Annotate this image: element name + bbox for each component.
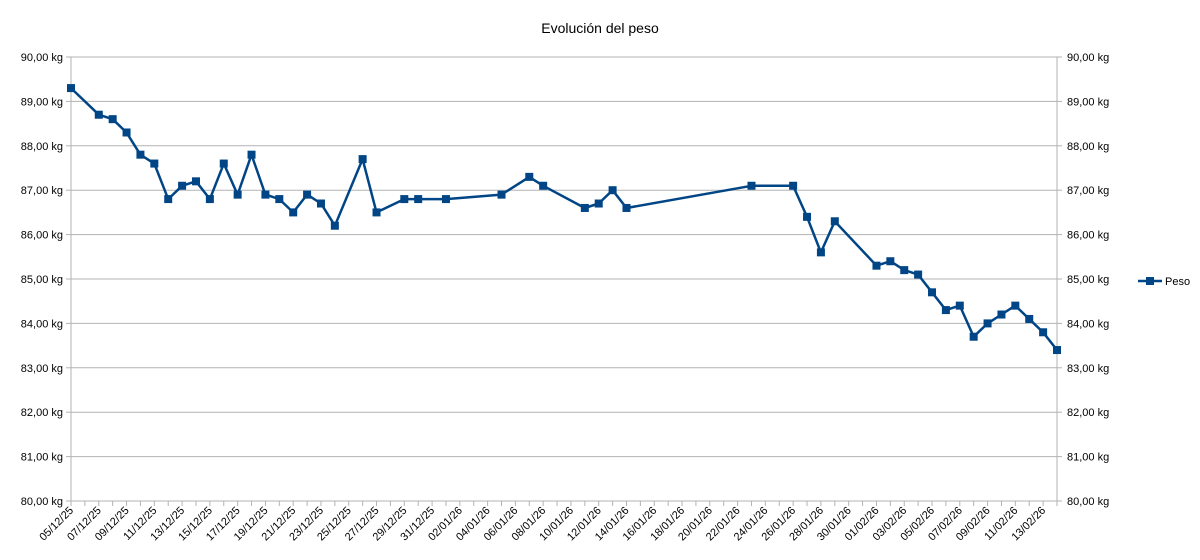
data-point — [622, 203, 631, 212]
y-tick-label-left: 82,00 kg — [21, 407, 63, 419]
data-point — [747, 181, 756, 190]
legend-marker-swatch — [1146, 277, 1154, 285]
y-tick-label-right: 80,00 kg — [1067, 496, 1109, 508]
y-tick-label-left: 87,00 kg — [21, 185, 63, 197]
data-point — [497, 190, 506, 199]
y-tick-label-left: 89,00 kg — [21, 96, 63, 108]
y-tick-label-right: 86,00 kg — [1067, 230, 1109, 242]
data-point — [94, 110, 103, 119]
y-tick-label-right: 83,00 kg — [1067, 363, 1109, 375]
data-point — [261, 190, 270, 199]
y-tick-label-right: 82,00 kg — [1067, 407, 1109, 419]
data-point — [303, 190, 312, 199]
x-axis-labels: 05/12/2507/12/2509/12/2511/12/2513/12/25… — [37, 505, 1048, 544]
y-tick-label-right: 81,00 kg — [1067, 452, 1109, 464]
grid-lines — [71, 56, 1057, 502]
data-point — [803, 212, 812, 221]
data-point — [191, 177, 200, 186]
data-point — [122, 128, 131, 137]
y-tick-label-left: 90,00 kg — [21, 52, 63, 64]
data-point — [969, 332, 978, 341]
data-point — [997, 310, 1006, 319]
y-tick-label-left: 86,00 kg — [21, 230, 63, 242]
data-point — [164, 195, 173, 204]
y-tick-label-right: 84,00 kg — [1067, 318, 1109, 330]
data-point — [983, 319, 992, 328]
data-point — [150, 159, 159, 168]
y-tick-label-right: 87,00 kg — [1067, 185, 1109, 197]
y-tick-label-left: 84,00 kg — [21, 318, 63, 330]
y-axis-right-labels: 80,00 kg 81,00 kg 82,00 kg 83,00 kg 84,00 kg… — [1067, 52, 1109, 508]
data-point — [358, 155, 367, 164]
data-point — [1025, 314, 1034, 323]
data-point — [316, 199, 325, 208]
y-tick-label-left: 85,00 kg — [21, 274, 63, 286]
data-point — [247, 150, 256, 159]
data-point — [580, 203, 589, 212]
data-point — [233, 190, 242, 199]
data-point — [136, 150, 145, 159]
data-point — [955, 301, 964, 310]
data-point — [178, 181, 187, 190]
data-point — [789, 181, 798, 190]
data-point — [872, 261, 881, 270]
axes — [66, 56, 1062, 506]
data-point — [928, 288, 937, 297]
legend-label-peso: Peso — [1165, 276, 1190, 288]
y-tick-label-left: 81,00 kg — [21, 452, 63, 464]
series-peso — [67, 84, 1061, 355]
data-point — [205, 195, 214, 204]
series-line-peso — [70, 87, 1058, 351]
legend: Peso — [1138, 276, 1190, 288]
data-point — [219, 159, 228, 168]
data-point — [275, 195, 284, 204]
data-point — [1039, 328, 1048, 337]
y-axis-left-labels: 80,00 kg 81,00 kg 82,00 kg 83,00 kg 84,00 kg… — [21, 52, 63, 508]
y-tick-label-left: 88,00 kg — [21, 141, 63, 153]
data-point — [830, 217, 839, 226]
data-point — [914, 270, 923, 279]
data-point — [330, 221, 339, 230]
data-point — [108, 115, 117, 124]
y-tick-label-right: 85,00 kg — [1067, 274, 1109, 286]
data-point — [900, 266, 909, 275]
data-point — [441, 195, 450, 204]
data-point — [525, 172, 534, 181]
data-point — [886, 257, 895, 266]
y-tick-label-right: 88,00 kg — [1067, 141, 1109, 153]
data-point — [1011, 301, 1020, 310]
y-tick-label-right: 90,00 kg — [1067, 52, 1109, 64]
data-point — [289, 208, 298, 217]
y-tick-label-left: 80,00 kg — [21, 496, 63, 508]
y-tick-label-left: 83,00 kg — [21, 363, 63, 375]
data-point — [941, 306, 950, 315]
data-point — [372, 208, 381, 217]
data-point — [400, 195, 409, 204]
data-point — [816, 248, 825, 257]
y-tick-label-right: 89,00 kg — [1067, 96, 1109, 108]
data-point — [414, 195, 423, 204]
data-point — [1053, 346, 1061, 355]
chart-title: Evolución del peso — [541, 20, 659, 36]
data-point — [594, 199, 603, 208]
data-point — [608, 186, 617, 195]
data-point — [67, 84, 75, 93]
data-point — [539, 181, 548, 190]
